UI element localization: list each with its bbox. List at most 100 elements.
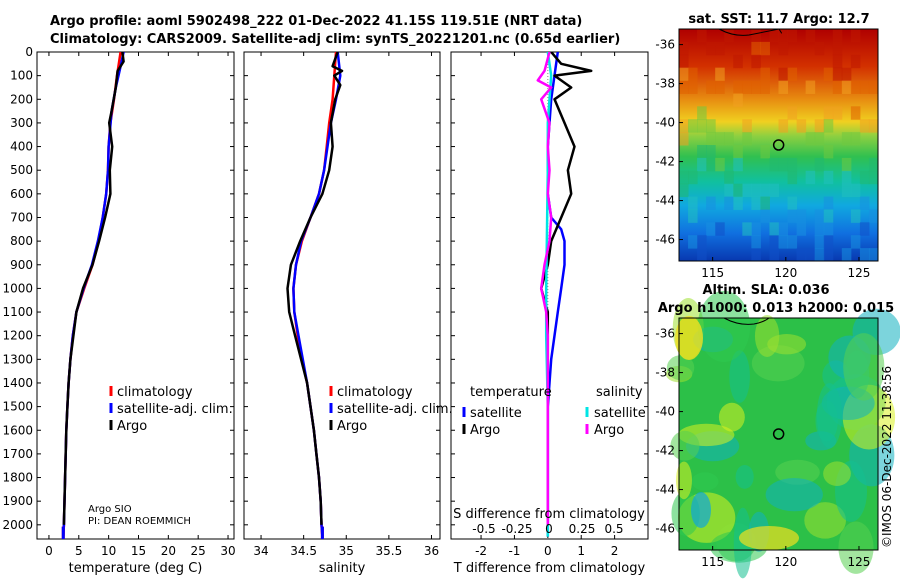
y-tick-label: 1900	[2, 494, 33, 508]
sst-cell	[850, 29, 861, 43]
sst-map-title: sat. SST: 11.7 Argo: 12.7	[688, 12, 869, 27]
x-tick-label: 35.5	[376, 544, 403, 558]
y-tick-label: -44	[655, 194, 675, 208]
y-tick-label: 1600	[2, 423, 33, 437]
sla-blob	[691, 472, 719, 491]
sst-cell	[823, 222, 834, 236]
sla-map: -36 -38 -40 -42 -44 -46 115 120 125 Altim. SLA: 0…	[655, 283, 900, 579]
sst-cell	[760, 209, 770, 223]
sst-cell	[787, 157, 798, 172]
sst-cell	[796, 119, 807, 133]
x-tick-label: -1	[508, 544, 520, 558]
sst-cell	[823, 119, 834, 133]
sst-cell	[859, 80, 870, 94]
sst-cell	[751, 80, 761, 94]
sst-cell	[688, 80, 698, 94]
sst-cell	[751, 29, 761, 43]
sst-cell	[706, 119, 716, 133]
x-tick-label: 115	[701, 555, 724, 569]
sst-cell	[850, 235, 861, 249]
legend-title-temperature: temperature	[470, 385, 552, 400]
x-axis-label: temperature (deg C)	[69, 561, 203, 576]
sst-cell	[715, 132, 725, 146]
sst-cell	[850, 209, 861, 223]
sst-cell	[814, 157, 825, 172]
sst-cell	[814, 132, 825, 146]
sst-cell	[679, 80, 689, 94]
sst-cell	[688, 119, 698, 133]
sst-cell	[814, 248, 825, 262]
x-tick-label: 125	[848, 266, 871, 280]
legend-label: Argo	[594, 423, 624, 438]
x-tick-label: 34.5	[290, 544, 317, 558]
y-tick-label: -38	[655, 77, 675, 91]
sst-cell	[859, 119, 870, 133]
y-tick-label: -46	[655, 522, 675, 536]
y-tick-label: 700	[10, 210, 33, 224]
sst-cell	[760, 41, 770, 56]
sst-cell	[850, 106, 861, 120]
sla-blob	[675, 461, 692, 500]
x-axis-label: salinity	[319, 561, 366, 576]
sst-cell	[778, 119, 789, 133]
sst-cell	[733, 54, 743, 69]
pi-annotation: PI: DEAN ROEMMICH	[88, 516, 191, 527]
coastline	[723, 317, 770, 325]
y-tick-label: 1800	[2, 471, 33, 485]
sst-cell	[787, 235, 798, 249]
sst-cell	[787, 29, 798, 43]
y-tick-label: 1400	[2, 376, 33, 390]
sst-cell	[832, 80, 843, 94]
sst-cell	[760, 183, 770, 198]
x-tick-label: 120	[774, 555, 797, 569]
sla-blob	[729, 350, 750, 403]
y-tick-label: 2000	[2, 518, 33, 532]
legend-label: Argo	[117, 419, 147, 434]
sst-cell	[859, 248, 870, 262]
sst-cell	[796, 248, 807, 262]
legend-label: climatology	[117, 385, 193, 400]
sst-cell	[814, 235, 825, 249]
y-tick-label: 100	[10, 69, 33, 83]
sst-cell	[688, 170, 698, 185]
sst-cell	[760, 80, 770, 94]
argo-location-marker	[772, 139, 785, 151]
sla-blob	[735, 464, 754, 489]
sst-cell	[850, 80, 861, 94]
y-tick-label: 500	[10, 163, 33, 177]
sst-cell	[859, 196, 870, 210]
sst-cell	[733, 157, 743, 172]
sla-blob	[675, 316, 703, 360]
sst-cell	[688, 196, 698, 210]
x-tick-label: -2	[475, 544, 487, 558]
series-line-temperature-satellite	[546, 52, 566, 537]
sla-map-subtitle: Argo h1000: 0.013 h2000: 0.015	[658, 301, 894, 316]
sst-cell	[787, 209, 798, 223]
axes-frame	[243, 51, 441, 540]
axes-frame	[36, 51, 235, 540]
sst-cell	[868, 209, 879, 223]
sst-cell	[679, 132, 689, 146]
legend-label: satellite-adj. clim.	[337, 402, 453, 417]
sst-cell	[805, 132, 816, 146]
sst-cell	[706, 145, 716, 159]
y-tick-label: 1300	[2, 352, 33, 366]
sla-blob	[765, 478, 823, 512]
y-tick-label: -46	[655, 233, 675, 247]
sst-cell	[715, 41, 725, 56]
legend-title-salinity: salinity	[596, 385, 643, 400]
secondary-tick-label: 0.5	[604, 522, 623, 536]
sst-cell	[823, 235, 834, 249]
y-tick-label: -44	[655, 483, 675, 497]
sla-blob	[816, 383, 843, 449]
y-tick-label: 200	[10, 92, 33, 106]
sst-cell	[751, 54, 761, 69]
sst-cell	[733, 196, 743, 210]
sst-cell	[742, 183, 752, 198]
sst-cell	[841, 157, 852, 172]
sst-cell	[679, 183, 689, 198]
sst-cell	[742, 132, 752, 146]
sst-cell	[868, 248, 879, 262]
y-tick-label: 600	[10, 187, 33, 201]
sla-map-title: Altim. SLA: 0.036	[703, 283, 830, 298]
